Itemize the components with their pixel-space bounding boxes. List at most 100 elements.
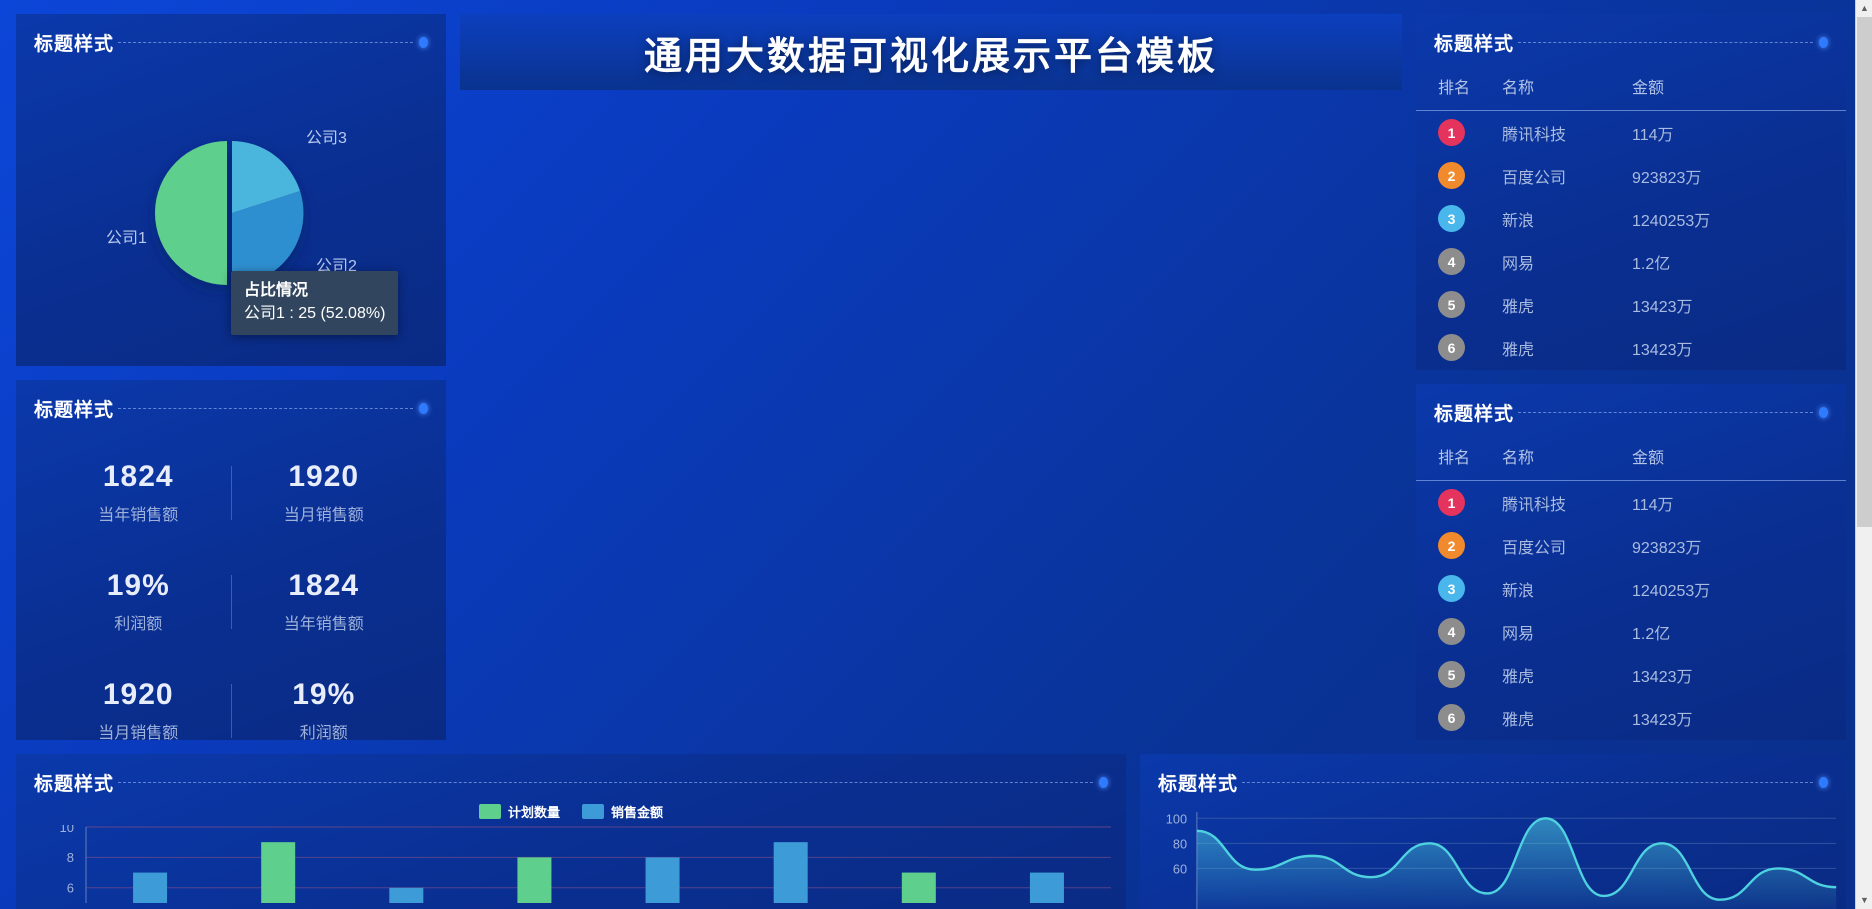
rank-table-body-1: 1 腾讯科技 114万 2 百度公司 923823万 3 新浪 1240253万 4 网易 1.2亿 5… <box>1416 111 1846 370</box>
amount-cell: 13423万 <box>1632 298 1693 316</box>
table-row[interactable]: 3 新浪 1240253万 <box>1416 567 1846 610</box>
panel-header: 标题样式 <box>1416 14 1846 56</box>
tooltip-value: 公司1 : 25 (52.08%) <box>244 305 386 323</box>
rank-cell: 1 <box>1416 111 1502 155</box>
table-row[interactable]: 2 百度公司 923823万 <box>1416 524 1846 567</box>
name-cell: 网易 <box>1502 625 1535 643</box>
table-row[interactable]: 5 雅虎 13423万 <box>1416 283 1846 326</box>
stat-value: 19% <box>292 678 356 711</box>
rank-cell: 5 <box>1416 653 1502 696</box>
stat-item: 1824 当年销售额 <box>46 460 231 525</box>
header-dashed-line <box>1242 781 1813 783</box>
name-cell: 新浪 <box>1502 212 1535 230</box>
stat-value: 1824 <box>102 460 174 493</box>
bar-chart-legend: 计划数量 销售金额 <box>16 802 1126 821</box>
table-row[interactable]: 1 腾讯科技 114万 <box>1416 111 1846 155</box>
table-row[interactable]: 6 雅虎 13423万 <box>1416 696 1846 739</box>
rank-badge: 2 <box>1438 162 1465 189</box>
rank-table-panel-2: 标题样式 排名 名称 金额 1 腾讯科技 114万 2 百度公司 923823万 3 新浪 12… <box>1416 384 1846 740</box>
table-row[interactable]: 3 新浪 1240253万 <box>1416 197 1846 240</box>
table-row[interactable]: 2 百度公司 923823万 <box>1416 154 1846 197</box>
bar[interactable] <box>901 872 936 903</box>
table-header-row: 排名 名称 金额 <box>1416 432 1846 481</box>
stat-item: 1920 当月销售额 <box>232 460 417 525</box>
name-cell: 腾讯科技 <box>1502 126 1567 144</box>
pie-chart[interactable]: 公司1 公司3 公司2 占比情况 公司1 : 25 (52.08%) <box>16 56 446 356</box>
rank-cell: 2 <box>1416 524 1502 567</box>
legend-label: 计划数量 <box>507 805 560 820</box>
scrollbar-thumb[interactable] <box>1857 17 1872 527</box>
rank-badge: 3 <box>1438 205 1465 232</box>
amount-cell: 13423万 <box>1632 668 1693 686</box>
pie-slice-company1 <box>155 141 227 285</box>
pie-label-company2: 公司2 <box>316 258 357 275</box>
table-row[interactable]: 4 网易 1.2亿 <box>1416 240 1846 283</box>
pie-label-company3: 公司3 <box>306 130 347 147</box>
amount-cell: 923823万 <box>1632 539 1702 557</box>
rank-badge: 4 <box>1438 618 1465 645</box>
rank-badge: 4 <box>1438 248 1465 275</box>
rank-table-panel-1: 标题样式 排名 名称 金额 1 腾讯科技 114万 2 百度公司 923823万 3 新浪 12… <box>1416 14 1846 370</box>
stat-item: 19% 利润额 <box>232 678 417 740</box>
stat-divider <box>230 683 232 738</box>
y-axis-tick: 6 <box>67 881 74 896</box>
bar-chart-plot: 10 8 6 <box>16 825 1126 903</box>
vertical-scrollbar[interactable]: ▲ ▼ <box>1855 0 1872 909</box>
panel-header: 标题样式 <box>1416 384 1846 426</box>
bottom-charts: 标题样式 计划数量 销售金额 10 8 6 <box>16 754 1846 909</box>
column-header-name: 名称 <box>1502 62 1632 111</box>
name-cell: 网易 <box>1502 255 1535 273</box>
pie-slices <box>155 141 304 285</box>
table-row[interactable]: 5 雅虎 13423万 <box>1416 653 1846 696</box>
tooltip-heading: 占比情况 <box>244 282 309 299</box>
name-cell: 腾讯科技 <box>1502 496 1567 514</box>
y-axis-tick: 60 <box>1173 861 1187 876</box>
panel-header: 标题样式 <box>16 380 446 422</box>
bar[interactable] <box>517 857 552 903</box>
amount-cell: 13423万 <box>1632 711 1693 729</box>
scroll-down-arrow-icon[interactable]: ▼ <box>1856 892 1872 909</box>
stat-label: 当月销售额 <box>98 725 179 740</box>
rank-cell: 4 <box>1416 610 1502 653</box>
table-row[interactable]: 4 网易 1.2亿 <box>1416 610 1846 653</box>
panel-title: 标题样式 <box>34 773 115 795</box>
amount-cell: 1.2亿 <box>1632 255 1671 273</box>
amount-cell: 114万 <box>1632 126 1674 144</box>
pie-tooltip: 占比情况 公司1 : 25 (52.08%) <box>231 271 399 336</box>
line-series[interactable] <box>1196 817 1837 901</box>
legend-swatch-blue <box>582 804 604 819</box>
bar[interactable] <box>645 857 680 903</box>
page-title: 通用大数据可视化展示平台模板 <box>643 35 1218 78</box>
column-header-amount: 金额 <box>1632 62 1846 111</box>
panel-title: 标题样式 <box>34 399 115 421</box>
header-dashed-line <box>118 407 413 409</box>
rank-badge: 5 <box>1438 291 1465 318</box>
stat-divider <box>230 465 232 520</box>
y-axis-tick: 8 <box>67 850 74 865</box>
rank-badge: 2 <box>1438 532 1465 559</box>
scroll-up-arrow-icon[interactable]: ▲ <box>1856 0 1872 17</box>
legend-item-plan[interactable]: 计划数量 <box>478 802 560 821</box>
stat-divider <box>230 574 232 629</box>
rank-badge: 1 <box>1438 119 1465 146</box>
header-dot-indicator <box>1819 36 1828 48</box>
legend-label: 销售金额 <box>611 805 664 820</box>
rank-table-body-2: 1 腾讯科技 114万 2 百度公司 923823万 3 新浪 1240253万 4 网易 1.2亿 5… <box>1416 481 1846 740</box>
bar[interactable] <box>261 842 296 903</box>
header-dot-indicator <box>1819 406 1828 418</box>
amount-cell: 1240253万 <box>1632 212 1711 230</box>
table-row[interactable]: 1 腾讯科技 114万 <box>1416 481 1846 525</box>
bar[interactable] <box>389 887 424 903</box>
column-header-rank: 排名 <box>1416 432 1502 481</box>
bar[interactable] <box>773 842 808 903</box>
bar[interactable] <box>1029 872 1064 903</box>
legend-item-sales[interactable]: 销售金额 <box>582 802 663 821</box>
amount-cell: 13423万 <box>1632 341 1693 359</box>
center-column: 通用大数据可视化展示平台模板 全国发展路线图 副标题，不需要主题删除此行 <box>460 14 1402 104</box>
y-axis-tick: 100 <box>1166 811 1187 826</box>
table-row[interactable]: 6 雅虎 13423万 <box>1416 326 1846 369</box>
bar[interactable] <box>133 872 168 903</box>
rank-cell: 3 <box>1416 567 1502 610</box>
stat-label: 当月销售额 <box>283 507 364 524</box>
